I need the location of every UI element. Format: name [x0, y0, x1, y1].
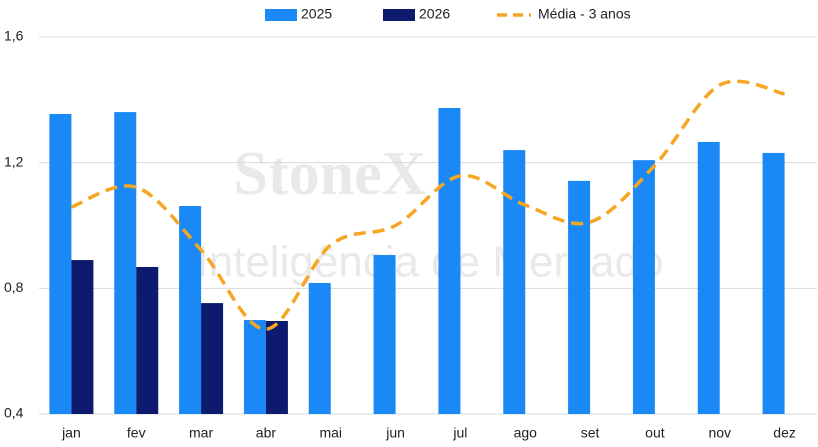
x-tick-label: abr [256, 425, 277, 441]
legend-label: 2026 [419, 6, 450, 22]
bar [308, 282, 331, 414]
bar [697, 141, 720, 414]
bar [503, 150, 526, 414]
y-tick-label: 1,6 [4, 28, 24, 44]
watermark: StoneX [234, 140, 427, 208]
legend-label: Média - 3 anos [538, 6, 631, 22]
line [70, 79, 785, 331]
legend-swatch [383, 9, 415, 21]
bar [265, 321, 288, 414]
x-tick-label: jul [452, 425, 467, 441]
x-tick-label: out [645, 425, 665, 441]
x-tick-label: jan [61, 425, 81, 441]
bar [201, 303, 224, 414]
x-tick-label: dez [773, 425, 796, 441]
x-tick-label: ago [514, 425, 538, 441]
bar [136, 266, 159, 414]
x-tick-label: mar [189, 425, 213, 441]
bar [243, 320, 266, 414]
y-tick-label: 0,4 [4, 405, 24, 421]
x-tick-label: jun [385, 425, 405, 441]
legend-swatch [265, 9, 297, 21]
x-tick-label: fev [127, 425, 146, 441]
bar [568, 180, 591, 414]
bar [632, 160, 655, 414]
watermark: Inteligência de Mercado [196, 238, 663, 287]
bar [114, 112, 137, 415]
y-tick-label: 1,2 [4, 153, 24, 169]
bar [49, 113, 72, 415]
bar [71, 260, 94, 414]
bar [762, 152, 785, 415]
legend-label: 2025 [301, 6, 332, 22]
y-tick-label: 0,8 [4, 279, 24, 295]
bar [438, 108, 461, 415]
x-tick-label: set [581, 425, 600, 441]
bar [179, 206, 202, 414]
x-tick-label: mai [319, 425, 342, 441]
bar [373, 255, 396, 414]
x-tick-label: nov [708, 425, 731, 441]
